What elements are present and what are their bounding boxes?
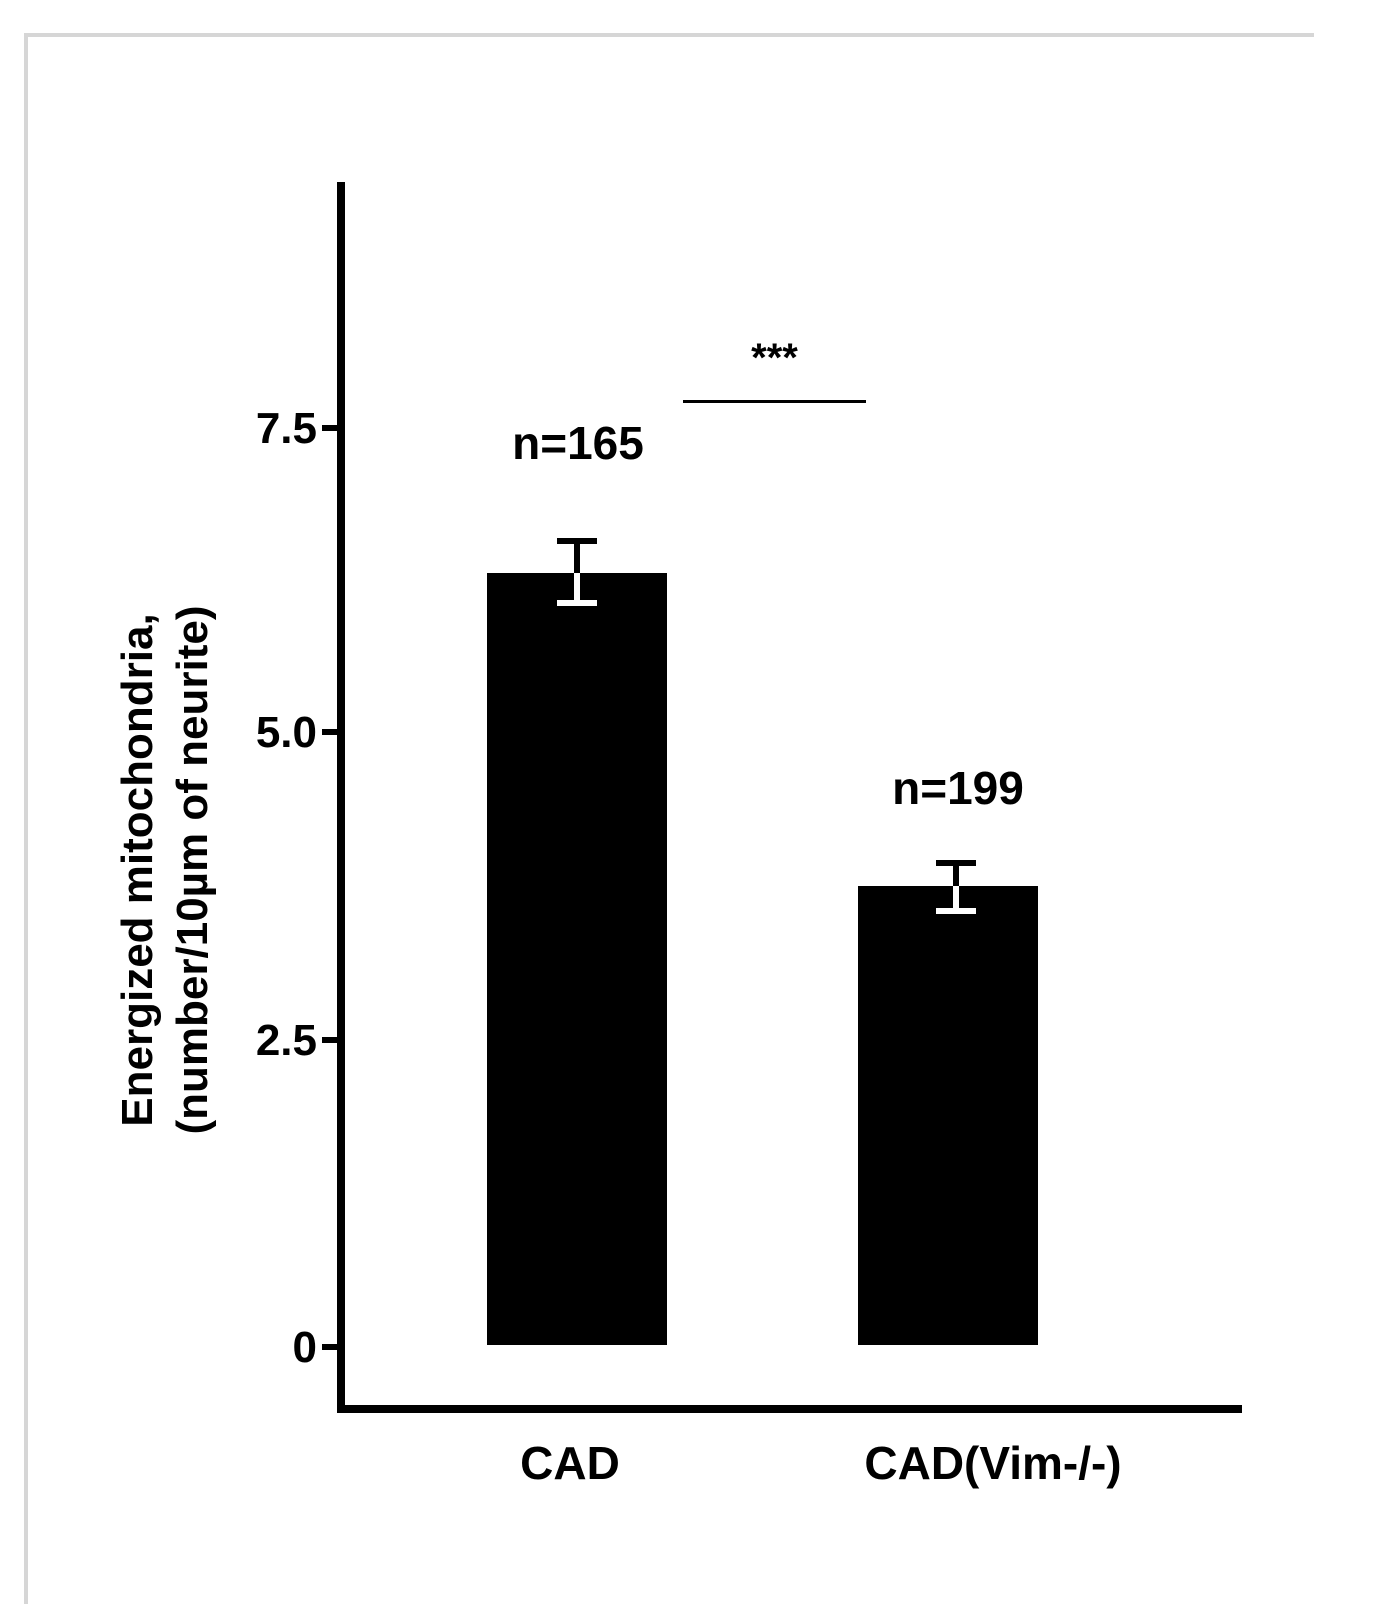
bar-cad-vim [858, 886, 1038, 1345]
y-axis-label-line-1: Energized mitochondria, [113, 613, 162, 1127]
y-tick-label-0: 0 [292, 1323, 317, 1372]
n-label-cad-vim: n=199 [892, 762, 1024, 814]
error-bar-cad-lower [574, 573, 580, 602]
y-tick-0 [322, 1344, 338, 1350]
n-label-cad: n=165 [512, 417, 644, 469]
error-bar-cad-vim-lower [953, 886, 959, 910]
x-label-cad: CAD [520, 1437, 620, 1489]
y-axis [337, 182, 345, 1412]
figure-frame [24, 33, 1314, 1604]
error-cap-cad-vim-lower [936, 908, 976, 914]
error-bar-cad-vim-upper [953, 862, 959, 886]
x-label-cad-vim: CAD(Vim-/-) [864, 1437, 1122, 1489]
significance-line [683, 400, 866, 403]
y-axis-label: Energized mitochondria, (number/10µm of … [110, 606, 220, 1135]
bar-cad [487, 573, 667, 1345]
error-bar-cad-upper [574, 540, 580, 573]
error-cap-cad-vim-upper [936, 860, 976, 866]
y-tick-label-5-0: 5.0 [255, 708, 317, 757]
error-cap-cad-lower [557, 600, 597, 606]
significance-stars: *** [751, 336, 798, 380]
y-axis-label-line-2: (number/10µm of neurite) [168, 605, 217, 1135]
y-tick-label-7-5: 7.5 [255, 404, 317, 453]
y-tick-7-5 [322, 425, 338, 431]
error-cap-cad-upper [557, 538, 597, 544]
x-axis [337, 1405, 1242, 1413]
y-tick-5-0 [322, 729, 338, 735]
y-tick-label-2-5: 2.5 [255, 1016, 317, 1065]
y-tick-2-5 [322, 1037, 338, 1043]
